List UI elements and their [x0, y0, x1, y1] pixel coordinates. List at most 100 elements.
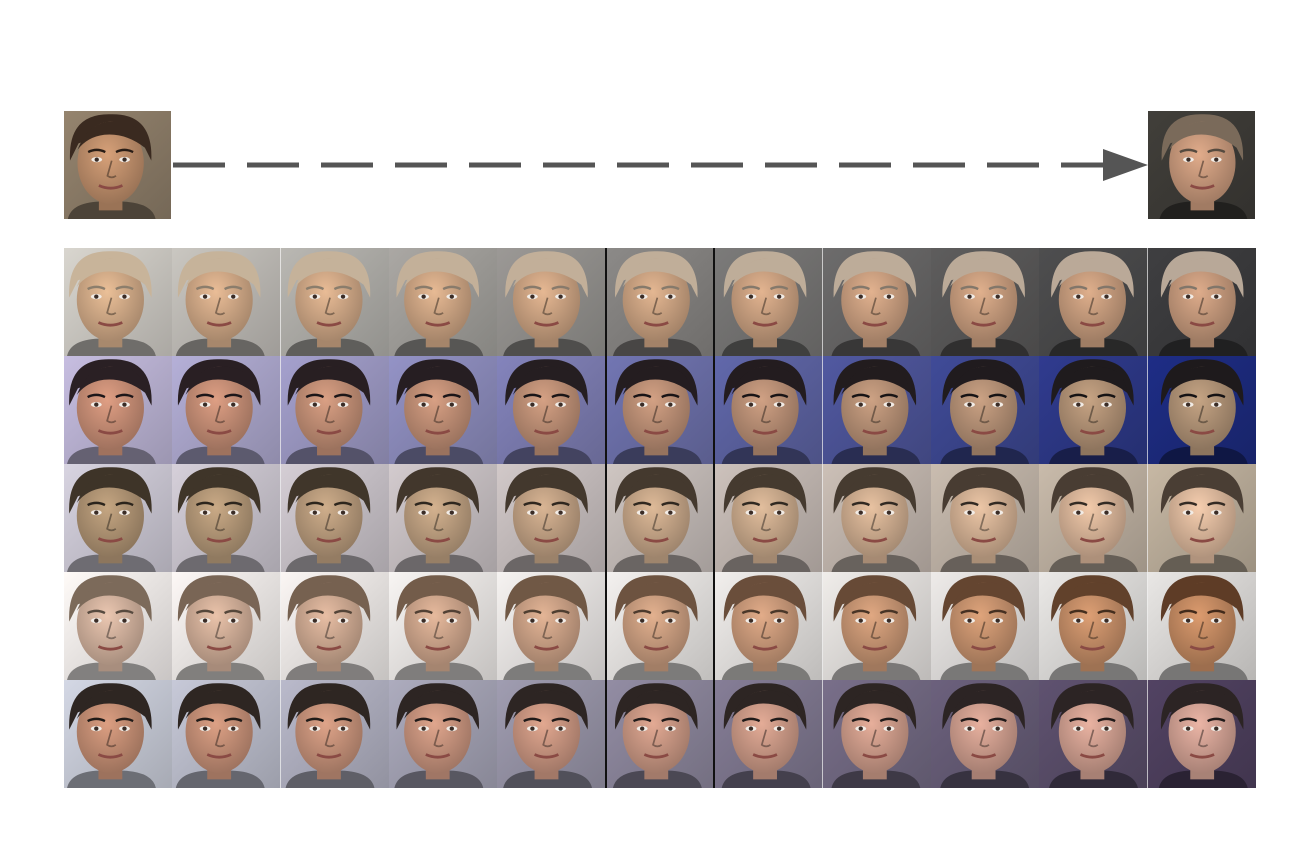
interpolated-face — [172, 248, 281, 356]
interpolated-face — [389, 572, 498, 680]
interpolated-face — [714, 680, 823, 788]
interpolation-cell — [172, 680, 281, 788]
interpolation-cell — [389, 248, 498, 356]
interpolated-face — [64, 572, 173, 680]
interpolated-face — [497, 356, 606, 464]
interpolated-face — [497, 572, 606, 680]
interpolation-cell — [280, 680, 390, 788]
interpolation-cell — [497, 248, 606, 356]
interpolated-face — [605, 464, 715, 572]
interpolation-cell — [64, 572, 173, 680]
interpolation-cell — [1147, 572, 1256, 680]
interpolation-cell — [930, 464, 1040, 572]
column-divider — [713, 248, 716, 788]
interpolated-face — [172, 572, 281, 680]
interpolated-face — [389, 248, 498, 356]
interpolation-cell — [280, 248, 390, 356]
interpolated-face — [930, 680, 1040, 788]
interpolation-cell — [172, 356, 281, 464]
interpolated-face — [172, 464, 281, 572]
interpolation-cell — [930, 572, 1040, 680]
interpolated-face — [1147, 248, 1256, 356]
interpolation-cell — [497, 356, 606, 464]
interpolation-cell — [930, 680, 1040, 788]
interpolation-cell — [714, 680, 823, 788]
interpolation-cell — [714, 572, 823, 680]
interpolated-face — [1147, 680, 1256, 788]
interpolated-face — [714, 248, 823, 356]
interpolation-cell — [822, 572, 931, 680]
interpolated-face — [1147, 464, 1256, 572]
interpolated-face — [930, 248, 1040, 356]
interpolation-arrow — [173, 149, 1148, 181]
interpolated-face — [822, 680, 931, 788]
interpolated-face — [389, 356, 498, 464]
interpolated-face — [605, 680, 715, 788]
interpolation-cell — [930, 248, 1040, 356]
interpolated-face — [1039, 680, 1148, 788]
interpolated-face — [497, 680, 606, 788]
interpolated-face — [497, 248, 606, 356]
interpolation-cell — [1039, 248, 1148, 356]
interpolation-cell — [822, 248, 931, 356]
interpolation-cell — [605, 572, 715, 680]
interpolated-face — [389, 680, 498, 788]
interpolated-face — [64, 464, 173, 572]
interpolation-cell — [1039, 680, 1148, 788]
interpolated-face — [280, 248, 390, 356]
interpolation-cell — [1039, 356, 1148, 464]
interpolated-face — [280, 572, 390, 680]
interpolated-face — [822, 248, 931, 356]
interpolated-face — [930, 572, 1040, 680]
interpolated-face — [389, 464, 498, 572]
interpolated-face — [64, 680, 173, 788]
interpolation-cell — [389, 680, 498, 788]
interpolated-face — [605, 572, 715, 680]
interpolation-cell — [1039, 572, 1148, 680]
interpolation-cell — [497, 680, 606, 788]
interpolation-cell — [280, 356, 390, 464]
interpolation-cell — [605, 464, 715, 572]
interpolated-face — [605, 356, 715, 464]
interpolation-cell — [605, 680, 715, 788]
interpolation-cell — [822, 356, 931, 464]
interpolated-face — [1039, 572, 1148, 680]
interpolated-face — [64, 356, 173, 464]
interpolation-cell — [1039, 464, 1148, 572]
interpolation-cell — [64, 248, 173, 356]
interpolation-cell — [172, 464, 281, 572]
interpolated-face — [822, 464, 931, 572]
interpolated-face — [64, 248, 173, 356]
interpolation-cell — [1147, 680, 1256, 788]
interpolation-cell — [605, 356, 715, 464]
source-face-image — [64, 111, 171, 219]
interpolated-face — [930, 464, 1040, 572]
interpolated-face — [714, 464, 823, 572]
interpolated-face — [1147, 356, 1256, 464]
interpolated-face — [280, 356, 390, 464]
interpolation-cell — [930, 356, 1040, 464]
interpolated-face — [822, 356, 931, 464]
target-face-image — [1148, 111, 1255, 219]
interpolation-cell — [822, 680, 931, 788]
interpolation-cell — [172, 572, 281, 680]
interpolation-cell — [497, 464, 606, 572]
interpolation-cell — [389, 572, 498, 680]
arrow-head-icon — [1103, 149, 1148, 181]
interpolation-cell — [714, 464, 823, 572]
interpolation-cell — [64, 356, 173, 464]
interpolation-cell — [64, 680, 173, 788]
interpolated-face — [172, 356, 281, 464]
interpolation-cell — [280, 572, 390, 680]
interpolated-face — [714, 572, 823, 680]
interpolated-face — [497, 464, 606, 572]
interpolated-face — [714, 356, 823, 464]
interpolated-face — [1039, 356, 1148, 464]
interpolation-grid — [64, 248, 1256, 788]
source-face — [64, 111, 171, 219]
interpolated-face — [1039, 464, 1148, 572]
interpolated-face — [605, 248, 715, 356]
interpolation-cell — [280, 464, 390, 572]
interpolation-cell — [714, 248, 823, 356]
interpolation-cell — [389, 464, 498, 572]
